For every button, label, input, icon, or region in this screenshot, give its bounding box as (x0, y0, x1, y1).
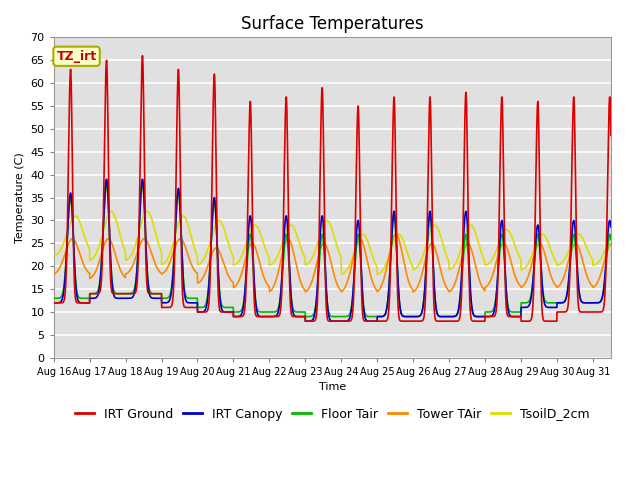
IRT Canopy (337, 318, 345, 324)
IRT Ground (489, 314, 497, 320)
IRT Ground (404, 318, 412, 324)
TsoilD_2cm (50, 253, 58, 259)
Tower TAir (392, 231, 400, 237)
IRT Ground (607, 132, 614, 138)
Floor Tair (139, 181, 147, 187)
Floor Tair (601, 277, 609, 283)
X-axis label: Time: Time (319, 383, 346, 392)
TsoilD_2cm (489, 256, 497, 262)
IRT Canopy (601, 273, 609, 279)
TsoilD_2cm (164, 255, 172, 261)
Text: TZ_irt: TZ_irt (56, 50, 97, 63)
IRT Canopy (139, 176, 147, 182)
IRT Ground (453, 318, 461, 324)
Tower TAir (522, 279, 530, 285)
Tower TAir (601, 256, 609, 262)
Tower TAir (404, 276, 412, 281)
TsoilD_2cm (453, 257, 461, 263)
IRT Canopy (607, 224, 614, 229)
Floor Tair (337, 314, 345, 320)
IRT Ground (333, 318, 341, 324)
IRT Ground (601, 292, 609, 298)
TsoilD_2cm (108, 208, 115, 214)
IRT Ground (164, 304, 172, 310)
Floor Tair (489, 308, 497, 314)
Floor Tair (522, 300, 530, 306)
IRT Canopy (453, 312, 461, 317)
TsoilD_2cm (404, 252, 412, 257)
Y-axis label: Temperature (C): Temperature (C) (15, 152, 25, 243)
IRT Canopy (522, 304, 530, 310)
Line: IRT Ground: IRT Ground (54, 56, 611, 321)
IRT Ground (50, 300, 58, 306)
Tower TAir (410, 289, 417, 295)
Line: Floor Tair: Floor Tair (54, 184, 611, 317)
IRT Ground (522, 318, 530, 324)
Line: IRT Canopy: IRT Canopy (54, 179, 611, 321)
Tower TAir (164, 264, 172, 270)
TsoilD_2cm (373, 272, 381, 277)
Tower TAir (453, 274, 461, 280)
Tower TAir (607, 240, 614, 246)
IRT Canopy (404, 314, 412, 320)
Legend: IRT Ground, IRT Canopy, Floor Tair, Tower TAir, TsoilD_2cm: IRT Ground, IRT Canopy, Floor Tair, Towe… (70, 403, 595, 425)
IRT Canopy (164, 300, 172, 305)
TsoilD_2cm (607, 234, 614, 240)
Floor Tair (453, 312, 461, 318)
Floor Tair (404, 314, 412, 320)
Floor Tair (50, 295, 58, 301)
Tower TAir (50, 271, 58, 277)
IRT Ground (139, 53, 147, 59)
TsoilD_2cm (601, 248, 609, 253)
Floor Tair (607, 237, 614, 242)
Tower TAir (489, 273, 497, 278)
Floor Tair (164, 295, 172, 300)
IRT Canopy (50, 300, 58, 306)
Title: Surface Temperatures: Surface Temperatures (241, 15, 424, 33)
Line: Tower TAir: Tower TAir (54, 234, 611, 292)
TsoilD_2cm (522, 264, 530, 270)
IRT Canopy (489, 312, 497, 318)
Line: TsoilD_2cm: TsoilD_2cm (54, 211, 611, 275)
